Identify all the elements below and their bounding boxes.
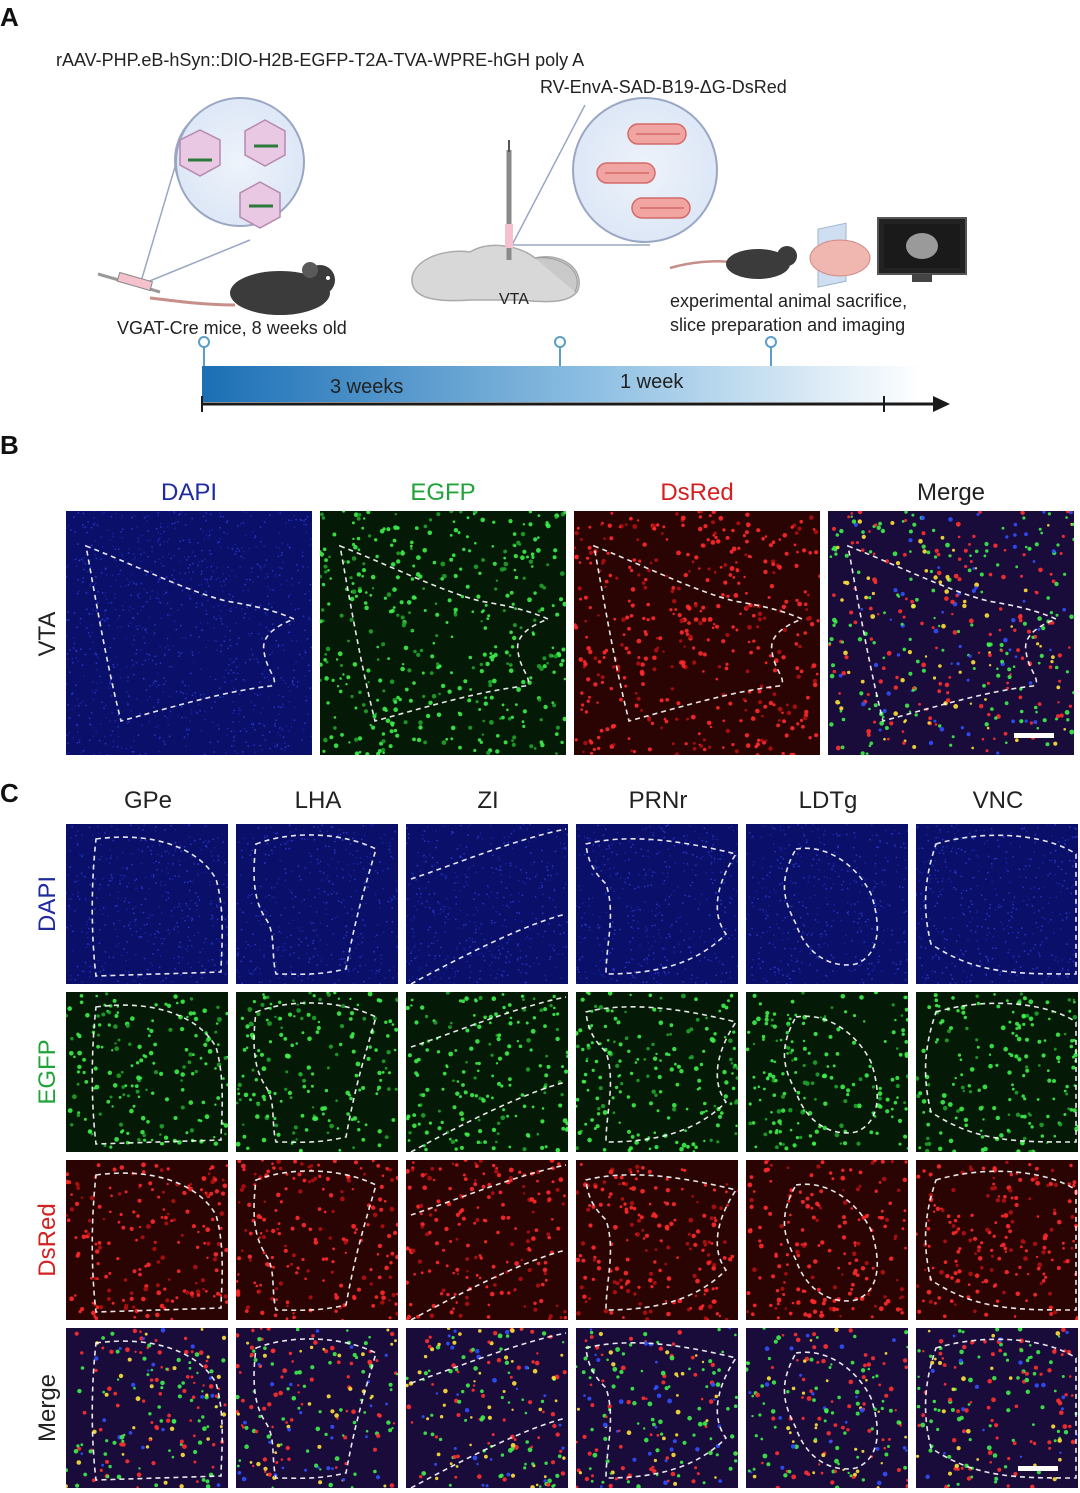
c-micrograph-egfp-zi [406, 992, 568, 1152]
rv-construct-label: RV-EnvA-SAD-B19-ΔG-DsRed [540, 77, 787, 97]
b-micrograph-merge [828, 511, 1074, 755]
c-micrograph-dapi-prnr [576, 824, 738, 984]
brain-sagittal-icon [411, 140, 580, 303]
panel-label-c: C [0, 778, 19, 808]
c-col-prnr: PRNr [628, 787, 688, 814]
c-col-ldtg: LDTg [798, 787, 858, 814]
c-row-dsred: DsRed [34, 1203, 61, 1277]
c-row-dapi: DAPI [34, 876, 61, 933]
b-micrograph-dsred [574, 511, 820, 755]
b-col-dapi: DAPI [160, 479, 217, 506]
sacrifice-label-1: experimental animal sacrifice, [670, 291, 908, 311]
scale-bar-icon [1014, 733, 1054, 738]
c-micrograph-egfp-lha [236, 992, 398, 1152]
c-micrograph-dsred-vnc [916, 1160, 1078, 1320]
c-micrograph-dsred-gpe [66, 1160, 228, 1320]
c-micrograph-dsred-ldtg [746, 1160, 908, 1320]
period-3-weeks: 3 weeks [330, 376, 404, 398]
c-micrograph-dsred-lha [236, 1160, 398, 1320]
b-col-merge: Merge [916, 479, 986, 506]
c-micrograph-dapi-gpe [66, 824, 228, 984]
c-micrograph-dapi-vnc [916, 824, 1078, 984]
mice-label: VGAT-Cre mice, 8 weeks old [117, 318, 347, 338]
period-1-week: 1 week [620, 371, 684, 393]
c-micrograph-merge-zi [406, 1328, 568, 1488]
aav-capsid-icon [175, 97, 305, 229]
c-micrograph-dapi-zi [406, 824, 568, 984]
c-micrograph-dapi-lha [236, 824, 398, 984]
c-micrograph-dapi-ldtg [746, 824, 908, 984]
b-micrograph-dapi [66, 511, 312, 755]
c-micrograph-merge-gpe [66, 1328, 228, 1488]
c-col-lha: LHA [294, 787, 342, 814]
c-micrograph-merge-lha [236, 1328, 398, 1488]
mouse-icon [149, 262, 335, 315]
scale-bar-icon [1018, 1466, 1058, 1471]
c-col-vnc: VNC [972, 787, 1024, 814]
c-micrograph-egfp-gpe [66, 992, 228, 1152]
c-row-egfp: EGFP [34, 1039, 61, 1105]
c-micrograph-egfp-prnr [576, 992, 738, 1152]
mouse-icon [669, 246, 797, 279]
c-row-merge: Merge [34, 1373, 61, 1443]
c-micrograph-dsred-prnr [576, 1160, 738, 1320]
c-col-gpe: GPe [123, 787, 173, 814]
panel-label-b: B [0, 430, 19, 460]
c-micrograph-dsred-zi [406, 1160, 568, 1320]
b-col-dsred: DsRed [660, 479, 734, 506]
c-col-zi: ZI [477, 787, 499, 814]
b-row-vta: VTA [34, 611, 61, 657]
vta-injection-label: VTA [499, 291, 529, 308]
panel-label-a: A [0, 2, 19, 32]
rabies-virus-icon [572, 97, 718, 243]
aav-construct-label: rAAV-PHP.eB-hSyn::DIO-H2B-EGFP-T2A-TVA-W… [56, 50, 585, 70]
b-col-egfp: EGFP [410, 479, 476, 506]
c-micrograph-merge-ldtg [746, 1328, 908, 1488]
monitor-icon [877, 217, 967, 282]
c-micrograph-merge-vnc [916, 1328, 1078, 1488]
c-micrograph-merge-prnr [576, 1328, 738, 1488]
b-micrograph-egfp [320, 511, 566, 755]
schematic-illustration [97, 97, 967, 412]
syringe-icon [97, 271, 161, 294]
c-micrograph-egfp-ldtg [746, 992, 908, 1152]
c-micrograph-egfp-vnc [916, 992, 1078, 1152]
sacrifice-label-2: slice preparation and imaging [670, 315, 906, 335]
